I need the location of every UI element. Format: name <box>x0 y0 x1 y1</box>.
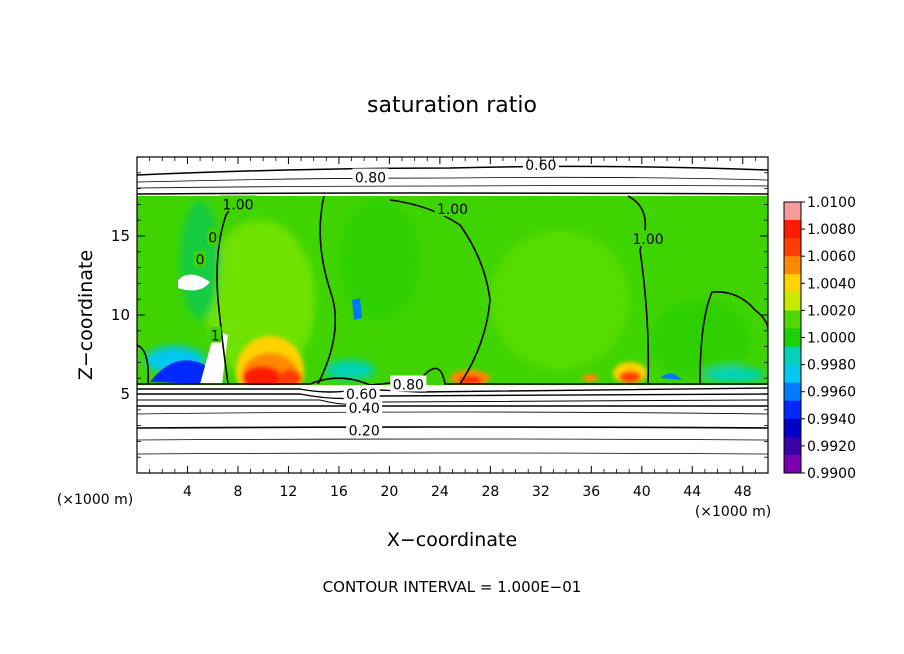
colorbar-swatch <box>784 310 801 329</box>
y-tick-label: 15 <box>111 227 130 245</box>
colorbar-swatch <box>784 274 801 293</box>
contour-label: 0.40 <box>349 401 380 417</box>
contour-bl-8 <box>137 438 768 441</box>
colorbar-label: 1.0020 <box>807 303 856 319</box>
contour-label: 0 <box>208 231 217 247</box>
x-axis-label: X−coordinate <box>387 529 517 551</box>
contour-bl-6 <box>137 411 768 415</box>
contour-label-bg <box>522 157 559 172</box>
colorbar-swatch <box>784 256 801 275</box>
contour-label-bg <box>346 421 383 438</box>
contour-label-bg <box>194 250 207 267</box>
colorbar-label: 1.0060 <box>807 249 856 265</box>
y-tick-label: 10 <box>111 306 130 324</box>
contour-label-bg <box>343 385 380 401</box>
colorbar-label: 0.9980 <box>807 358 856 374</box>
contour-1-00 <box>137 195 768 385</box>
contour-label: 0.60 <box>525 158 556 174</box>
contour-label-bg <box>390 375 427 392</box>
colorbar-swatch <box>784 382 801 402</box>
contour-top-4 <box>137 192 768 195</box>
colorbar-label: 1.0000 <box>807 331 856 347</box>
contour-label: 0.80 <box>355 171 386 187</box>
colorbar-labels: 1.0100 1.0080 1.0060 1.0040 1.0020 1.0000 0.99… <box>801 195 856 482</box>
colorbar-swatch <box>784 238 801 257</box>
colorbar-label: 1.0080 <box>807 222 856 238</box>
y-tick-label: 5 <box>120 385 130 403</box>
subsaturation-patches <box>150 274 682 384</box>
colorbar-label: 1.0100 <box>807 195 856 211</box>
contour-label: 1 <box>211 329 220 345</box>
contour-label-bg <box>630 230 667 247</box>
contour-bl-9 <box>137 452 768 455</box>
colorbar-swatch <box>784 346 801 366</box>
x-tick-label: 48 <box>734 484 752 500</box>
x-axis-ticks: 4 8 12 16 20 24 28 32 36 40 44 48 <box>149 157 756 500</box>
contour-label: 0.20 <box>349 423 380 439</box>
x-tick-label: 40 <box>633 484 651 500</box>
colorbar-swatch <box>784 292 801 311</box>
colorbar-swatch <box>784 202 801 221</box>
contour-label: 0.60 <box>346 387 377 403</box>
contour-label-bg <box>434 200 471 217</box>
x-tick-label: 12 <box>280 484 298 500</box>
colorbar-label: 0.9920 <box>807 439 856 455</box>
x-tick-label: 28 <box>481 484 499 500</box>
x-tick-label: 8 <box>233 484 242 500</box>
colorbar-swatch <box>784 454 801 474</box>
x-tick-label: 4 <box>183 484 192 500</box>
colorbar <box>783 201 802 474</box>
chart-title: saturation ratio <box>367 93 537 118</box>
colorbar-swatch <box>784 328 801 348</box>
x-tick-label: 24 <box>431 484 449 500</box>
contour-label: 1.00 <box>437 202 468 218</box>
colorbar-swatch <box>784 400 801 420</box>
contour-label-bg <box>352 168 389 185</box>
contour-top-1 <box>137 165 768 176</box>
x-tick-label: 32 <box>532 484 550 500</box>
contour-label: 1.00 <box>633 232 664 248</box>
colorbar-label: 0.9940 <box>807 412 856 428</box>
contour-top-2 <box>137 176 768 183</box>
colorbar-label: 1.0040 <box>807 276 856 292</box>
colorbar-label: 0.9960 <box>807 385 856 401</box>
x-axis-unit-left: (×1000 m) <box>57 492 133 508</box>
contour-top-3 <box>137 185 768 189</box>
y-axis-label: Z−coordinate <box>75 250 97 380</box>
colorbar-swatch <box>784 418 801 438</box>
contour-bl-7 <box>137 426 768 429</box>
contour-interval-footer: CONTOUR INTERVAL = 1.000E−01 <box>323 578 582 596</box>
contour-label-bg <box>219 195 256 212</box>
contour-label-bg <box>206 228 219 245</box>
colorbar-swatch <box>784 364 801 384</box>
colorbar-swatch <box>784 436 801 456</box>
contour-label: 0 <box>196 253 205 269</box>
colorbar-swatch <box>784 220 801 239</box>
x-tick-label: 20 <box>380 484 398 500</box>
x-tick-label: 16 <box>330 484 348 500</box>
x-tick-label: 44 <box>683 484 701 500</box>
contour-label-bg <box>209 326 222 343</box>
x-tick-label: 36 <box>582 484 600 500</box>
contour-label-bg <box>346 399 383 416</box>
contour-label: 1.00 <box>222 197 253 213</box>
x-axis-unit-right: (×1000 m) <box>695 504 771 520</box>
contour-label: 0.80 <box>393 378 424 394</box>
colorbar-label: 0.9900 <box>807 466 856 482</box>
